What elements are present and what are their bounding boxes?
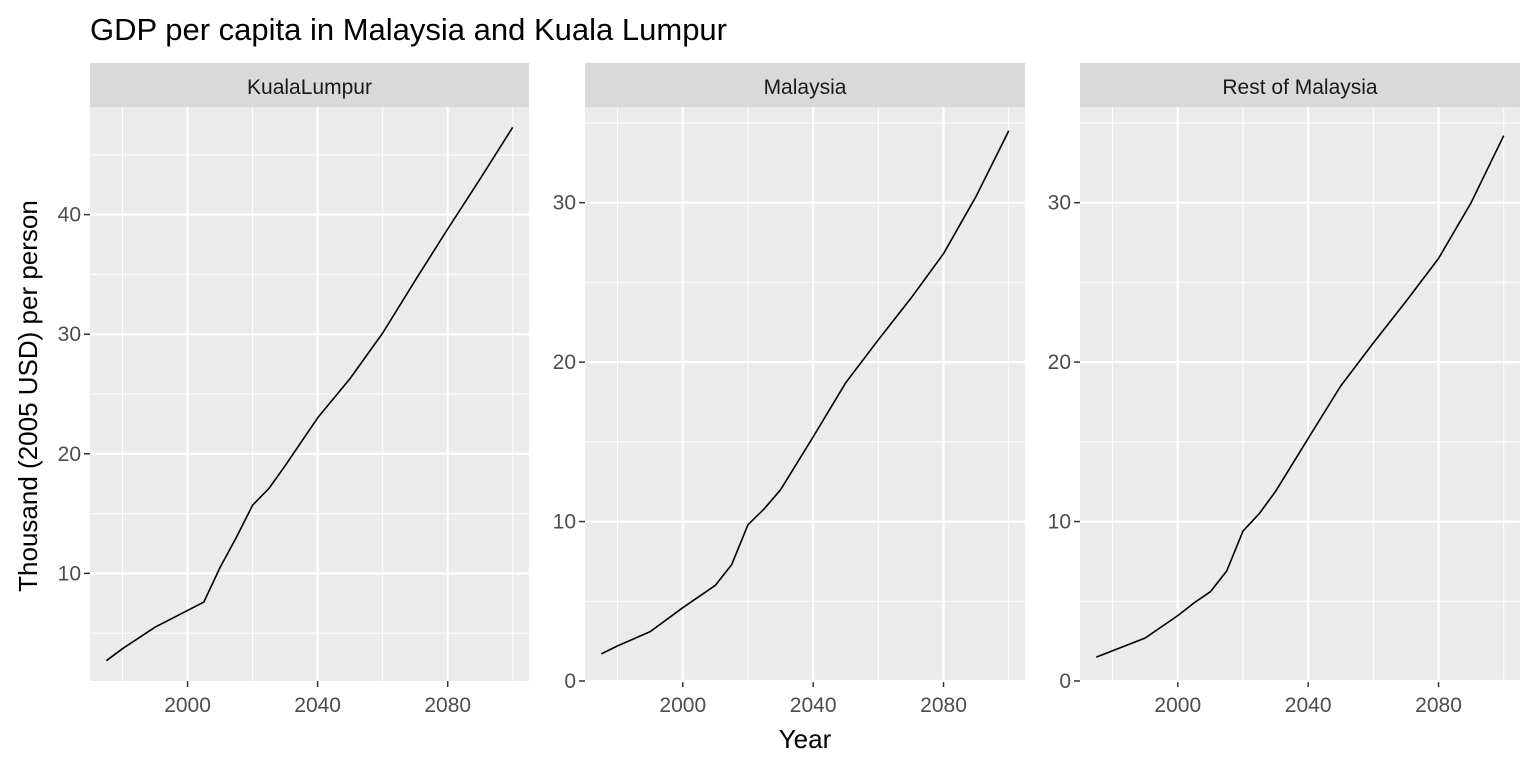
facet-strip-label: Malaysia [764,76,847,99]
panel-background [1080,107,1520,681]
y-tick-label: 30 [553,192,576,215]
y-tick-label: 40 [58,204,81,227]
x-tick-label: 2040 [790,694,837,717]
y-tick-label: 10 [58,562,81,585]
x-tick-label: 2000 [659,694,706,717]
y-tick-label: 20 [1048,351,1071,374]
series-line [105,126,514,662]
y-tick-label: 10 [1048,511,1071,534]
y-tick-label: 30 [1048,192,1071,215]
x-tick-label: 2040 [294,694,341,717]
x-tick-label: 2000 [1154,694,1201,717]
facet-panel-1: Malaysia 2000 2040 2080 0 10 20 30 [553,63,1025,717]
facet-panel-0: KualaLumpur 2000 2040 2080 10 20 30 40 [58,63,529,717]
facet-strip-label: Rest of Malaysia [1222,76,1378,99]
x-tick-label: 2080 [1415,694,1462,717]
facet-panel-2: Rest of Malaysia 2000 2040 2080 0 10 20 30 [1048,63,1520,717]
series-line [600,130,1010,655]
x-tick-label: 2080 [920,694,967,717]
x-tick-label: 2000 [164,694,211,717]
y-tick-label: 0 [1059,670,1071,693]
y-tick-label: 20 [553,351,576,374]
y-tick-label: 30 [58,323,81,346]
series-line [1096,135,1505,658]
x-tick-label: 2080 [424,694,471,717]
panel-background [585,107,1025,681]
facet-strip [1080,63,1520,107]
y-tick-label: 10 [553,511,576,534]
facet-strip [585,63,1025,107]
chart-title: GDP per capita in Malaysia and Kuala Lum… [90,12,727,47]
x-tick-label: 2040 [1285,694,1332,717]
x-axis-label: Year [779,724,832,754]
y-axis-label: Thousand (2005 USD) per person [13,200,43,592]
facet-strip [90,63,529,107]
y-tick-label: 20 [58,443,81,466]
y-tick-label: 0 [564,670,576,693]
facet-strip-label: KualaLumpur [247,76,372,99]
